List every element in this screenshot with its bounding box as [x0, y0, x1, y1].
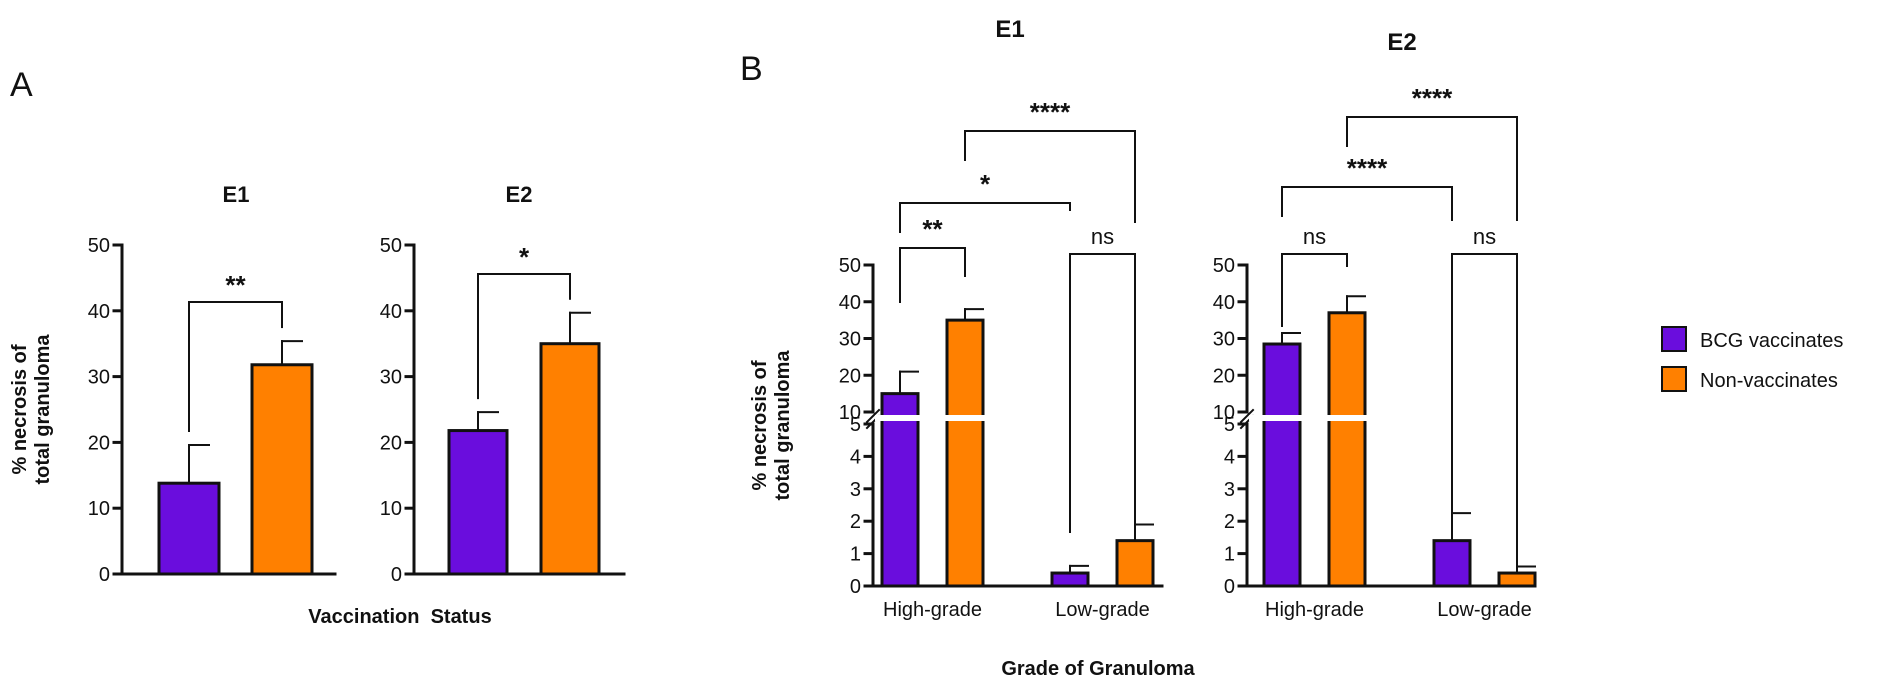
sig-label: ****	[1030, 97, 1071, 127]
panel-a-xlabel: Vaccination Status	[308, 606, 491, 628]
x-tick-label: High-grade	[883, 599, 982, 621]
legend-item-non: Non-vaccinates	[1661, 366, 1838, 392]
y-tick-label: 3	[850, 479, 861, 501]
y-tick-label: 4	[850, 446, 861, 468]
axis-break-mark	[1239, 408, 1255, 424]
y-tick-label: 10	[839, 402, 861, 424]
y-tick-label: 40	[88, 301, 110, 323]
y-tick-label: 0	[850, 576, 861, 598]
x-tick-label: Low-grade	[1055, 599, 1150, 621]
bar-bcg	[1050, 571, 1090, 588]
y-tick-label: 30	[839, 329, 861, 351]
bar-non	[1497, 571, 1537, 588]
y-tick-label: 20	[380, 432, 402, 454]
y-tick-label: 1	[850, 544, 861, 566]
y-tick-label: 40	[1213, 292, 1235, 314]
x-tick-label: Low-grade	[1437, 599, 1532, 621]
sig-label: *	[980, 169, 991, 199]
chart-title: E2	[506, 182, 533, 207]
x-tick-label: High-grade	[1265, 599, 1364, 621]
sig-label: **	[225, 270, 246, 300]
chart-b-e2: E2 10 20 30 40 50 0 1 2 3 4 5 High-grade Low-grade ns n…	[1213, 29, 1537, 621]
sig-label: ****	[1347, 153, 1388, 183]
y-tick-label: 1	[1224, 544, 1235, 566]
y-tick-label: 50	[88, 235, 110, 257]
bar-non	[1115, 539, 1155, 588]
legend-item-bcg: BCG vaccinates	[1661, 326, 1843, 352]
y-tick-label: 10	[88, 498, 110, 520]
bar-bcg	[1432, 539, 1472, 588]
y-tick-label: 2	[1224, 511, 1235, 533]
legend: BCG vaccinates Non-vaccinates	[1661, 326, 1843, 392]
y-tick-label: 50	[839, 255, 861, 277]
y-tick-label: 30	[88, 367, 110, 389]
y-tick-label: 50	[380, 235, 402, 257]
y-tick-label: 50	[1213, 255, 1235, 277]
axis-break-gap	[875, 415, 1164, 421]
panel-b-label: B	[740, 50, 763, 88]
bar-non	[250, 363, 314, 576]
panel-a-label: A	[10, 66, 33, 104]
sig-label: ns	[1091, 224, 1114, 249]
bar-bcg	[447, 429, 509, 576]
legend-swatch-non	[1661, 366, 1687, 392]
bar-bcg	[157, 481, 221, 576]
y-tick-label: 20	[1213, 365, 1235, 387]
chart-b-e1: E1% necrosis oftotal granuloma 1020304050…	[749, 16, 1164, 621]
y-tick-label: 10	[1213, 402, 1235, 424]
sig-label: *	[519, 242, 530, 272]
y-tick-label: 5	[850, 414, 861, 436]
bar-bcg	[880, 392, 920, 588]
y-tick-label: 3	[1224, 479, 1235, 501]
legend-swatch-bcg	[1661, 326, 1687, 352]
y-tick-label: 20	[88, 432, 110, 454]
chart-title: E1	[995, 16, 1024, 43]
y-tick-label: 0	[99, 564, 110, 586]
panel-b-xlabel: Grade of Granuloma	[1001, 658, 1195, 680]
axis-break-mark	[865, 408, 881, 424]
y-tick-label: 0	[391, 564, 402, 586]
sig-label: **	[922, 214, 943, 244]
chart-a-e2: E2 0 10 20 30 40 50 *	[380, 182, 626, 586]
bar-non	[1327, 311, 1367, 588]
y-axis-label: % necrosis oftotal granuloma	[749, 350, 794, 501]
y-tick-label: 2	[850, 511, 861, 533]
y-tick-label: 30	[380, 367, 402, 389]
sig-label: ****	[1412, 83, 1453, 113]
chart-title: E2	[1387, 29, 1416, 56]
y-axis-label: % necrosis oftotal granuloma	[9, 334, 54, 485]
y-tick-label: 10	[380, 498, 402, 520]
legend-label-bcg: BCG vaccinates	[1700, 330, 1843, 352]
chart-a-e1: E1 % necrosis oftotal granuloma 0 10 20 30 40 5…	[9, 182, 337, 586]
bar-non	[945, 318, 985, 588]
y-tick-label: 5	[1224, 414, 1235, 436]
bar-bcg	[1262, 342, 1302, 588]
y-tick-label: 30	[1213, 329, 1235, 351]
chart-title: E1	[223, 182, 250, 207]
bar-non	[539, 342, 601, 576]
sig-label: ns	[1303, 224, 1326, 249]
y-tick-label: 40	[839, 292, 861, 314]
y-tick-label: 0	[1224, 576, 1235, 598]
y-tick-label: 40	[380, 301, 402, 323]
y-tick-label: 20	[839, 365, 861, 387]
sig-label: ns	[1473, 224, 1496, 249]
axis-break-gap	[1249, 415, 1537, 421]
y-tick-label: 4	[1224, 446, 1235, 468]
legend-label-non: Non-vaccinates	[1700, 370, 1838, 392]
